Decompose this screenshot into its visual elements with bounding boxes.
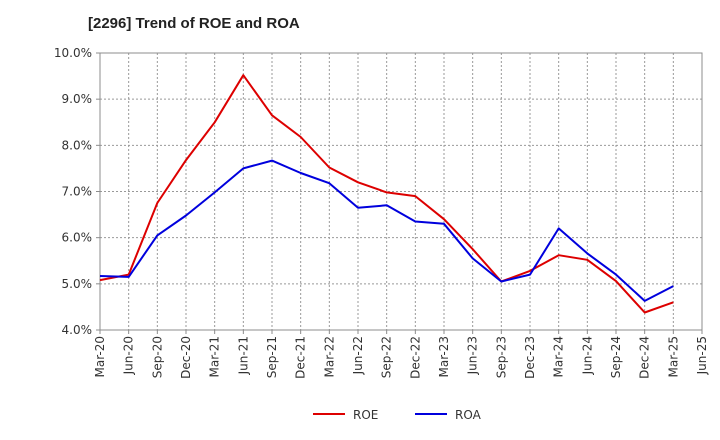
x-tick-label: Sep-24 [609, 336, 623, 378]
x-tick-label: Dec-21 [294, 336, 308, 379]
x-tick-label: Mar-21 [208, 336, 222, 377]
legend-label-roa: ROA [455, 408, 482, 422]
x-tick-label: Mar-22 [322, 336, 336, 377]
x-tick-label: Jun-20 [122, 336, 136, 375]
y-tick-label: 5.0% [62, 277, 93, 291]
x-tick-label: Jun-21 [236, 336, 250, 375]
x-tick-label: Sep-21 [265, 336, 279, 378]
chart-grid [100, 53, 702, 330]
y-tick-label: 10.0% [54, 46, 92, 60]
x-tick-label: Mar-20 [93, 336, 107, 377]
x-tick-label: Jun-22 [351, 336, 365, 375]
series-line-roe [99, 74, 674, 314]
x-axis: Mar-20 Jun-20 Sep-20 Dec-20 Mar-21 Jun-21 Sep-… [93, 330, 709, 379]
x-tick-label: Sep-22 [380, 336, 394, 378]
x-tick-label: Dec-24 [638, 336, 652, 379]
x-tick-label: Sep-20 [150, 336, 164, 378]
legend: ROE ROA [313, 408, 482, 422]
x-tick-label: Jun-24 [580, 336, 594, 375]
y-tick-label: 6.0% [62, 231, 93, 245]
y-tick-label: 9.0% [62, 92, 93, 106]
series-line-roa [99, 159, 674, 302]
x-tick-label: Mar-24 [552, 336, 566, 377]
y-tick-label: 4.0% [62, 323, 93, 337]
legend-label-roe: ROE [353, 408, 378, 422]
chart-title: [2296] Trend of ROE and ROA [88, 15, 300, 32]
x-tick-label: Mar-25 [666, 336, 680, 377]
x-tick-label: Jun-23 [466, 336, 480, 375]
y-tick-label: 7.0% [62, 185, 93, 199]
y-axis: 10.0% 9.0% 8.0% 7.0% 6.0% 5.0% 4.0% [54, 46, 100, 337]
x-tick-label: Mar-23 [437, 336, 451, 377]
x-tick-label: Dec-22 [408, 336, 422, 379]
x-tick-label: Jun-25 [695, 336, 709, 375]
x-tick-label: Dec-23 [523, 336, 537, 379]
x-tick-label: Sep-23 [494, 336, 508, 378]
y-tick-label: 8.0% [62, 138, 93, 152]
series-lines [99, 74, 674, 314]
x-tick-label: Dec-20 [179, 336, 193, 379]
